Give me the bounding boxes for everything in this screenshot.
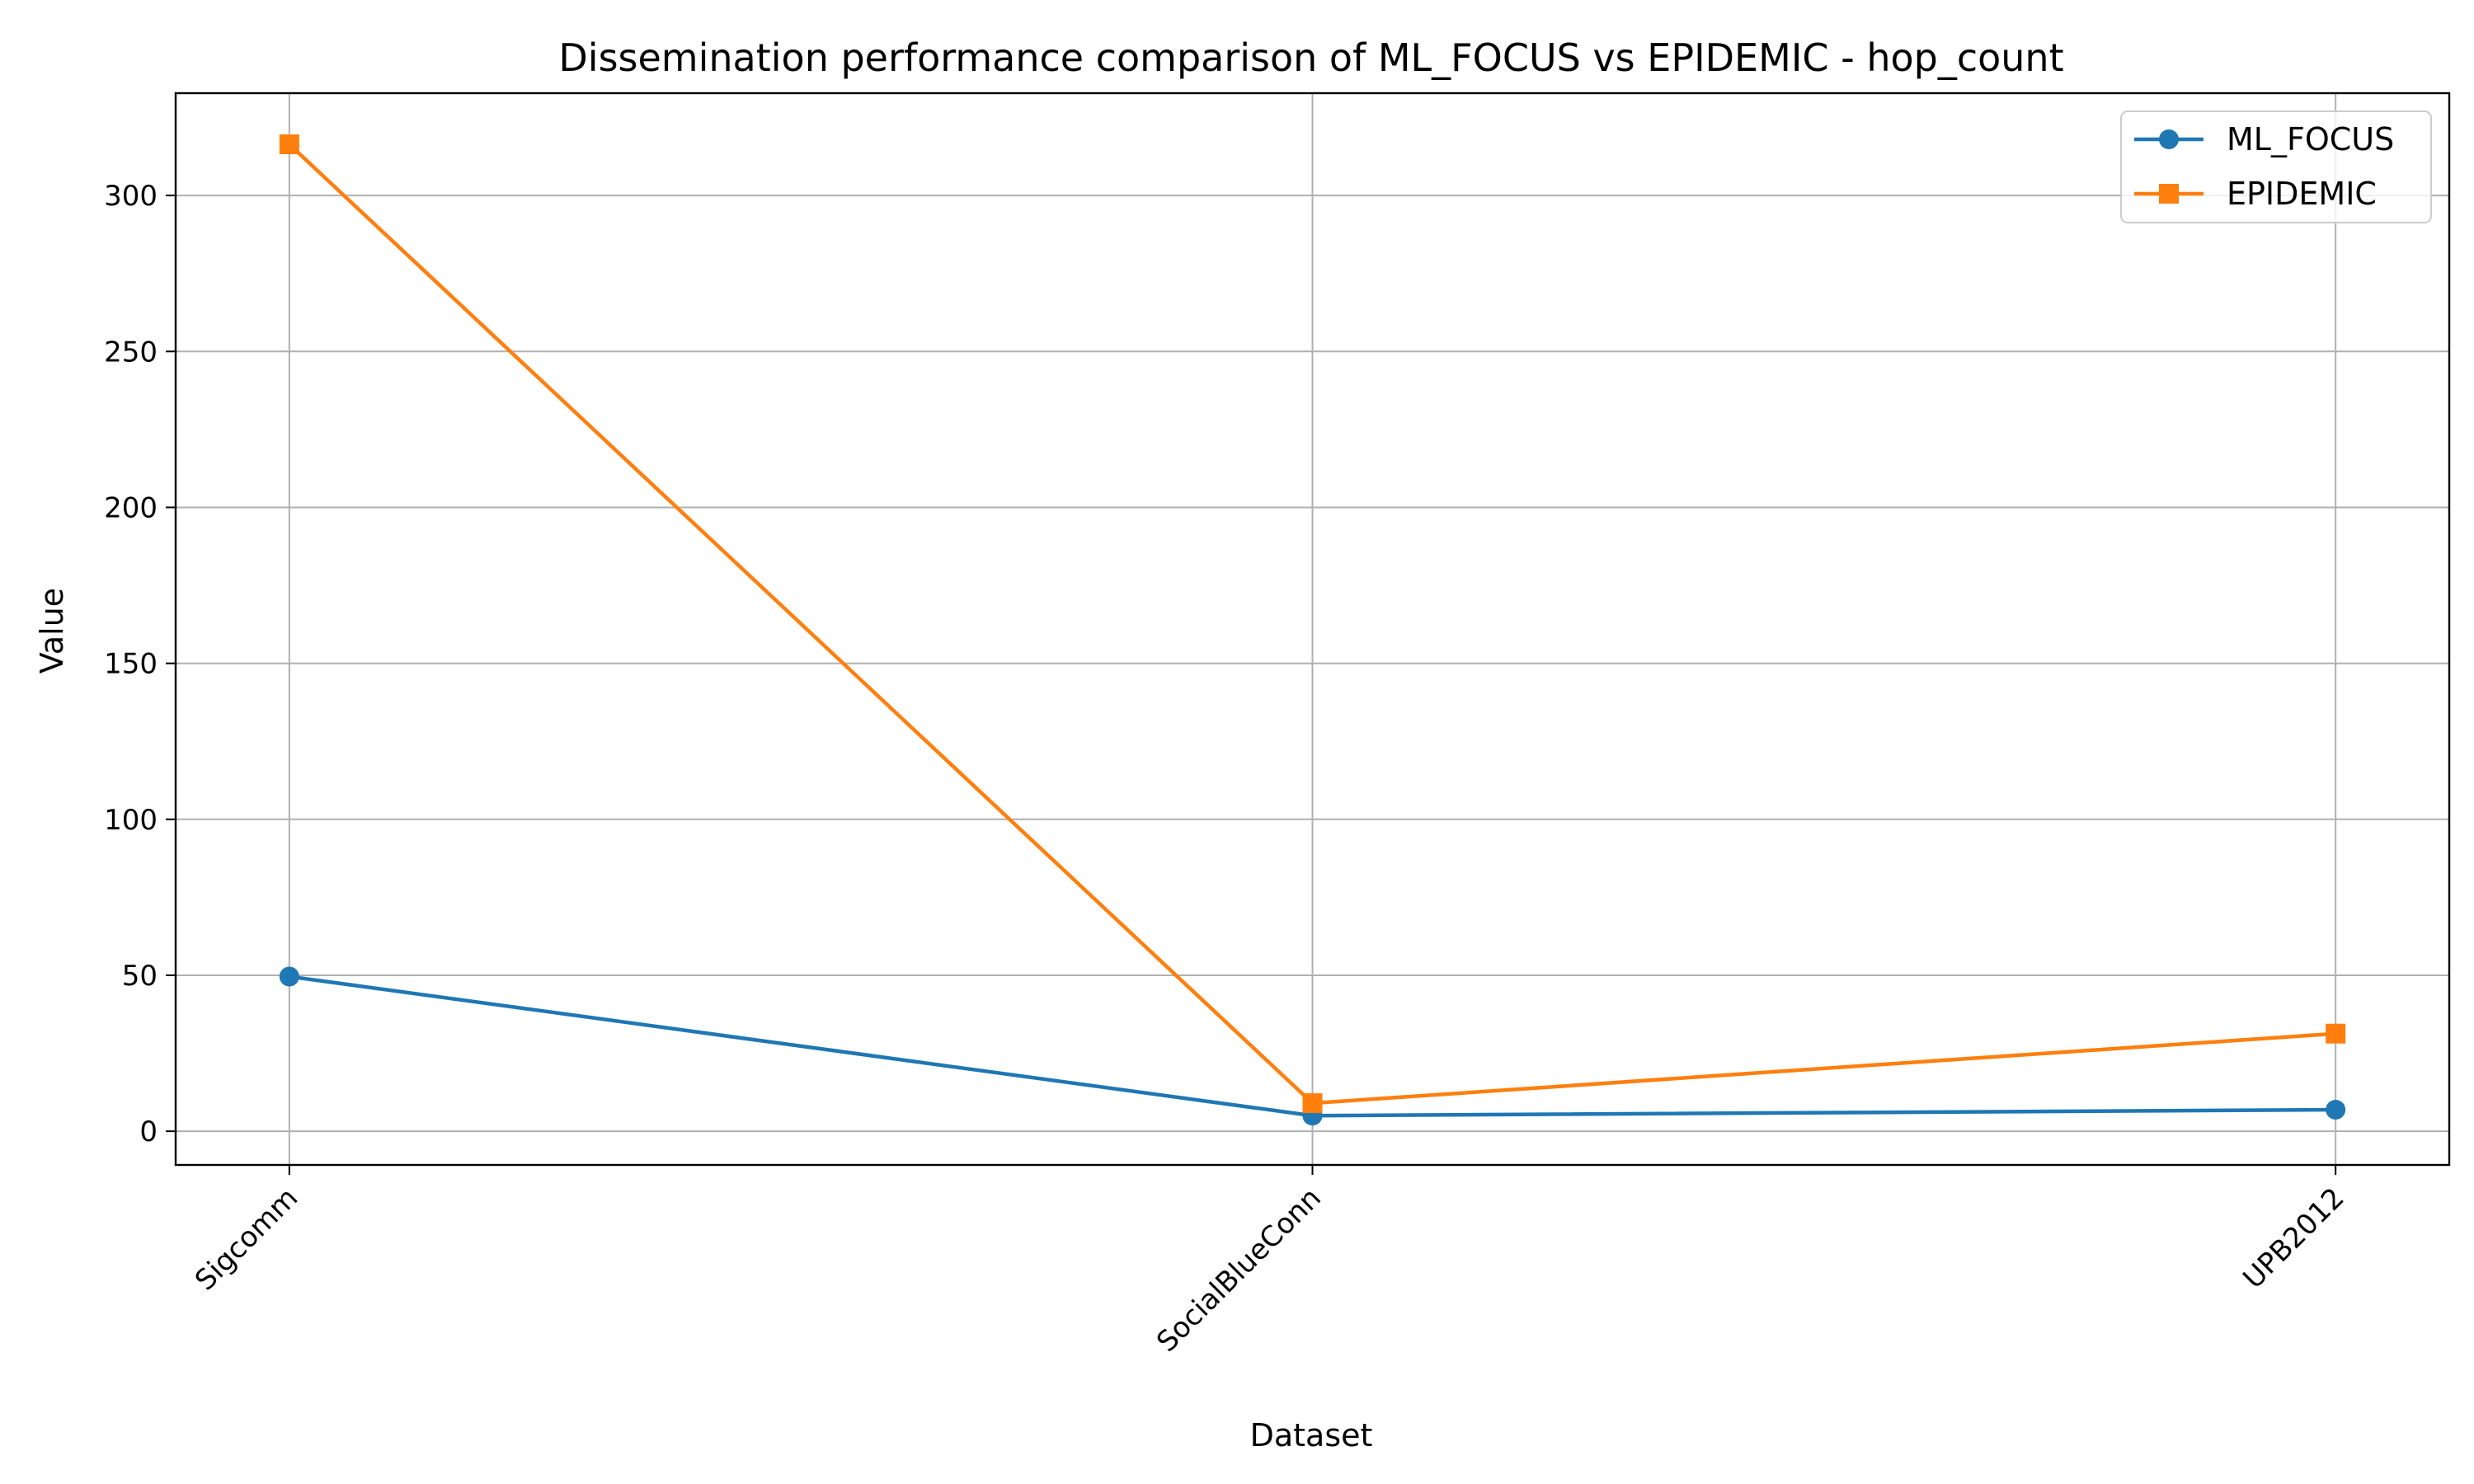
y-tick-label: 0 — [139, 1115, 158, 1148]
grid — [176, 93, 2449, 1165]
y-tick-label: 200 — [104, 491, 158, 524]
y-tick-label: 100 — [104, 804, 158, 837]
legend: ML_FOCUS EPIDEMIC — [2120, 110, 2432, 223]
data-point — [279, 966, 299, 987]
y-axis-label: Value — [34, 588, 70, 674]
y-tick-label: 50 — [122, 960, 158, 993]
legend-label: ML_FOCUS — [2227, 121, 2394, 157]
chart-title: Dissemination performance comparison of … — [558, 35, 2063, 80]
data-point — [1302, 1093, 1323, 1114]
series-layer — [279, 134, 2346, 1126]
data-point — [2326, 1100, 2346, 1120]
legend-marker — [2159, 184, 2179, 204]
y-tick-label: 250 — [104, 336, 158, 369]
data-point — [279, 134, 299, 155]
x-axis-label: Dataset — [1250, 1417, 1373, 1453]
legend-label: EPIDEMIC — [2227, 176, 2377, 212]
y-tick-label: 300 — [104, 180, 158, 213]
y-tick-label: 150 — [104, 648, 158, 681]
data-point — [2326, 1023, 2346, 1044]
legend-marker — [2159, 129, 2179, 149]
